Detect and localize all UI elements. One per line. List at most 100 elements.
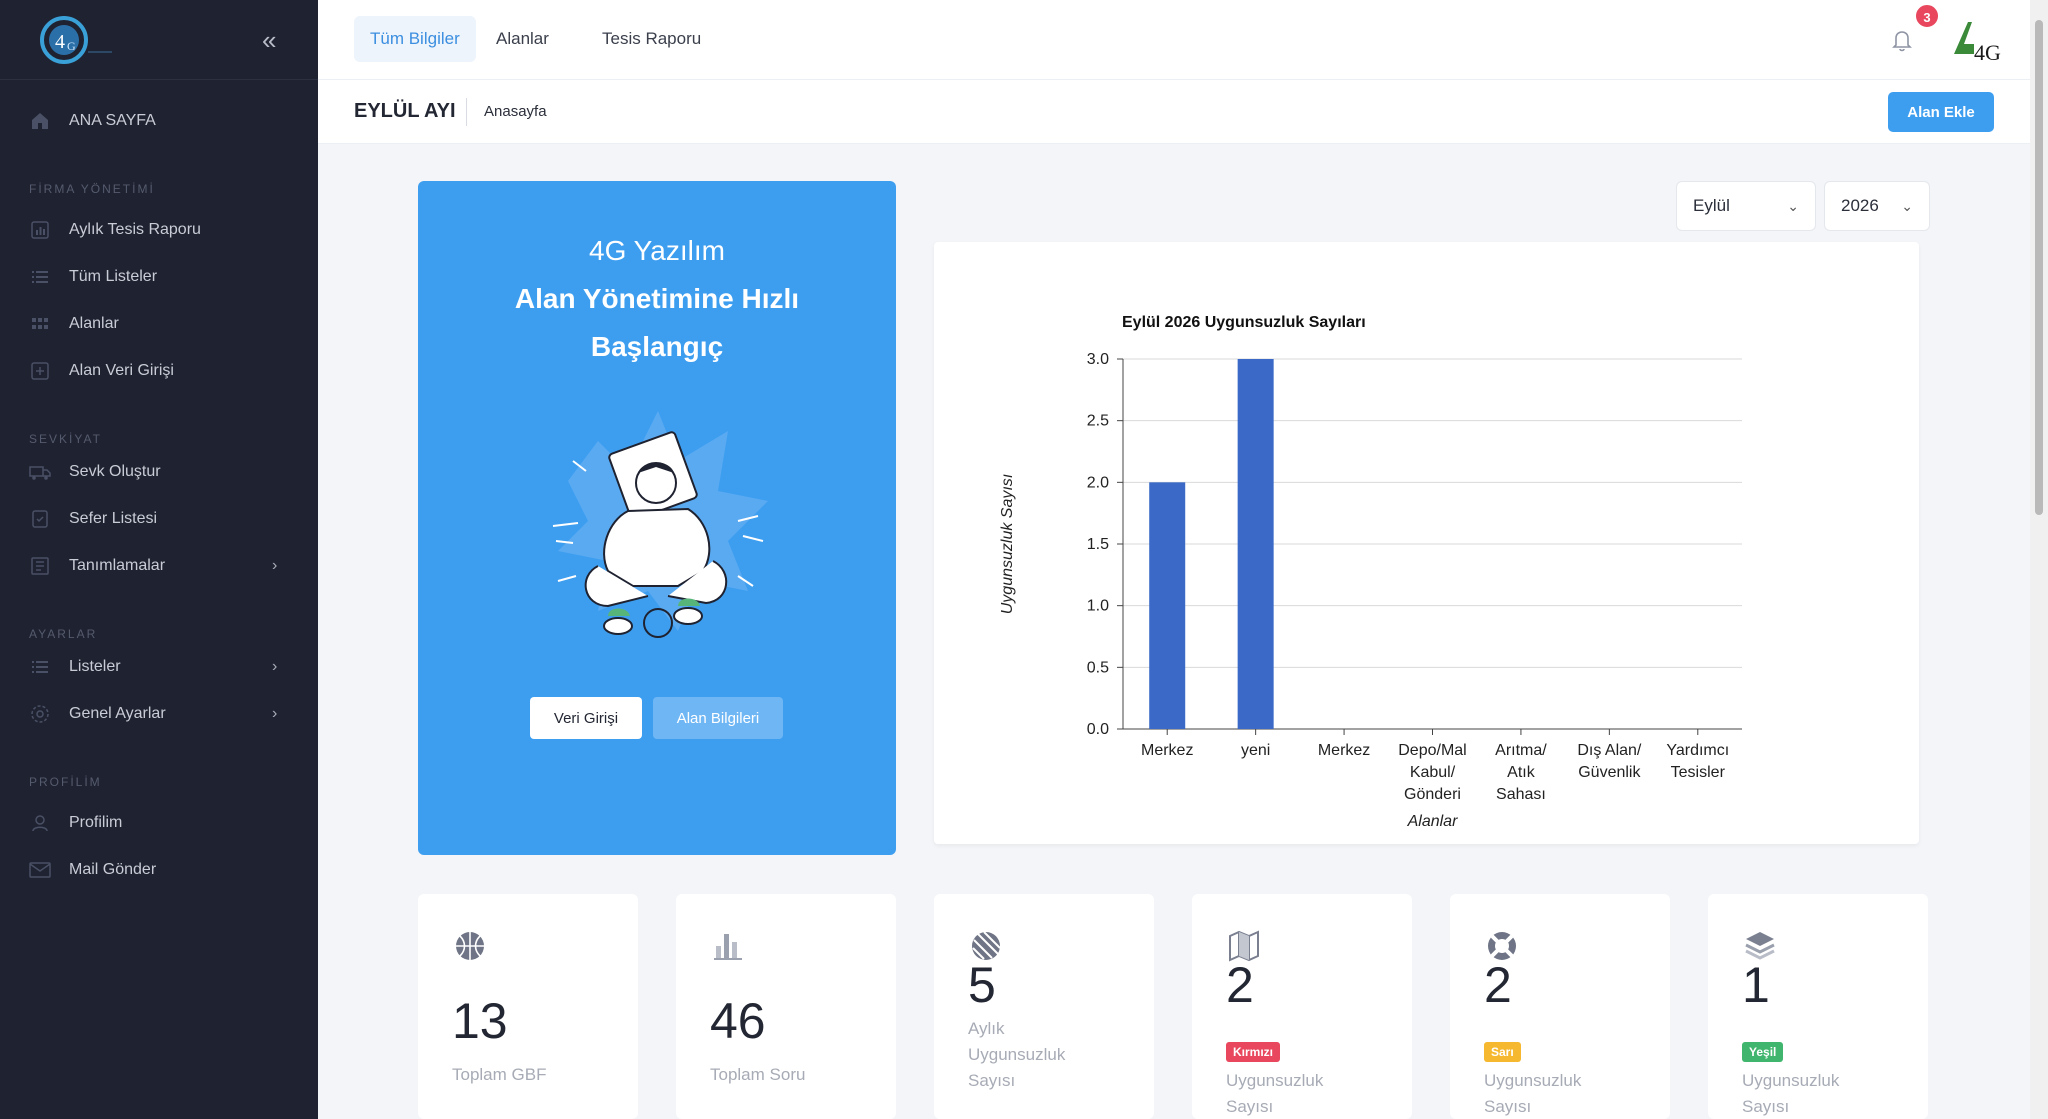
sidebar-item-label: Sevk Oluştur <box>69 463 161 480</box>
sidebar-item-label: Aylık Tesis Raporu <box>69 221 201 238</box>
layers-icon <box>1745 932 1775 960</box>
stat-card-total-gbf: 13 Toplam GBF <box>418 894 638 1119</box>
sidebar-item-create-shipment[interactable]: Sevk Oluştur <box>0 450 318 494</box>
status-badge-green: Yeşil <box>1742 1042 1784 1062</box>
svg-text:4G: 4G <box>1974 40 2001 65</box>
collapse-sidebar-icon[interactable]: « <box>262 25 277 55</box>
sidebar-header: 4 G « <box>0 0 318 80</box>
stat-value: 46 <box>710 993 766 1049</box>
y-tick-label: 1.0 <box>1087 598 1109 615</box>
x-tick-label: Depo/Mal Kabul/Gönderi <box>1398 742 1466 803</box>
stat-value: 2 <box>1484 957 1512 1013</box>
y-tick-label: 2.0 <box>1087 474 1109 491</box>
svg-text:4: 4 <box>55 31 65 53</box>
chevron-right-icon: › <box>272 557 278 574</box>
sidebar-item-profile[interactable]: Profilim <box>0 801 318 845</box>
stat-label: Sayısı <box>1226 1097 1274 1116</box>
map-icon <box>1229 930 1259 962</box>
user-avatar-logo[interactable]: 4G <box>1944 12 2004 68</box>
lifebuoy-icon <box>1488 932 1516 960</box>
area-info-button[interactable]: Alan Bilgileri <box>653 697 783 739</box>
tab-all-info[interactable]: Tüm Bilgiler <box>354 16 476 62</box>
svg-text:G: G <box>67 39 76 53</box>
sidebar-item-definitions[interactable]: Tanımlamalar › <box>0 544 318 588</box>
year-select-value: 2026 <box>1841 196 1879 215</box>
sidebar-item-general-settings[interactable]: Genel Ayarlar › <box>0 692 318 736</box>
x-tick-label: Merkez <box>1318 742 1370 759</box>
header-divider <box>466 98 467 126</box>
sidebar-item-label: ANA SAYFA <box>69 112 156 129</box>
sidebar-item-monthly-report[interactable]: Aylık Tesis Raporu <box>0 208 318 252</box>
sidebar-item-label: Tüm Listeler <box>69 268 158 285</box>
user-icon <box>28 811 52 835</box>
y-tick-label: 0.5 <box>1087 659 1109 676</box>
stat-value: 5 <box>968 957 996 1013</box>
truck-icon <box>28 460 52 484</box>
basketball-icon <box>456 932 484 960</box>
plus-square-icon <box>28 359 52 383</box>
stat-label: Sayısı <box>968 1071 1016 1090</box>
sidebar-item-all-lists[interactable]: Tüm Listeler <box>0 255 318 299</box>
stat-label: Toplam Soru <box>710 1065 806 1084</box>
stat-label: Sayısı <box>1484 1097 1532 1116</box>
y-axis-label: Uygunsuzluk Sayısı <box>999 474 1016 615</box>
tab-facility-report[interactable]: Tesis Raporu <box>602 29 702 48</box>
stat-card-yellow-nonconformity: 2 Sarı Uygunsuzluk Sayısı <box>1450 894 1670 1119</box>
sidebar-section-title: SEVKİYAT <box>29 432 102 446</box>
bar-chart-icon <box>714 934 742 960</box>
chevron-right-icon: › <box>272 705 278 722</box>
nonconformity-bar-chart: Eylül 2026 Uygunsuzluk Sayıları 0.0 0.5 1.0… <box>999 314 1742 830</box>
home-icon <box>28 109 52 133</box>
sidebar: 4 G « ANA SAYFA FİRMA YÖNETİMİ Aylık Tes… <box>0 0 318 1119</box>
list-icon <box>28 655 52 679</box>
stat-value: 1 <box>1742 957 1770 1013</box>
data-entry-button[interactable]: Veri Girişi <box>530 697 642 739</box>
month-select-value: Eylül <box>1693 196 1730 215</box>
gear-icon <box>28 702 52 726</box>
stat-label: Uygunsuzluk <box>1226 1071 1324 1090</box>
sidebar-item-label: Tanımlamalar <box>69 557 166 574</box>
stat-label: Aylık <box>968 1019 1005 1038</box>
y-tick-label: 0.0 <box>1087 721 1109 738</box>
page-scrollbar[interactable] <box>2030 0 2048 1119</box>
sidebar-item-areas[interactable]: Alanlar <box>0 302 318 346</box>
stat-label: Toplam GBF <box>452 1065 547 1084</box>
stat-card-red-nonconformity: 2 Kırmızı Uygunsuzluk Sayısı <box>1192 894 1412 1119</box>
y-tick-label: 2.5 <box>1087 413 1109 430</box>
sidebar-item-label: Genel Ayarlar <box>69 705 166 722</box>
sidebar-item-lists[interactable]: Listeler › <box>0 645 318 689</box>
scrollbar-thumb[interactable] <box>2035 20 2043 515</box>
welcome-illustration <box>552 411 768 638</box>
breadcrumb[interactable]: Anasayfa <box>484 103 547 120</box>
chart-icon <box>28 218 52 242</box>
document-icon <box>28 554 52 578</box>
welcome-title: 4G Yazılım <box>589 235 725 266</box>
stat-card-green-nonconformity: 1 Yeşil Uygunsuzluk Sayısı <box>1708 894 1928 1119</box>
chart-card: Eylül 2026 Uygunsuzluk Sayıları 0.0 0.5 1.0… <box>934 242 1919 844</box>
chevron-right-icon: › <box>272 658 278 675</box>
sidebar-section-title: FİRMA YÖNETİMİ <box>29 182 155 196</box>
sidebar-item-area-data-entry[interactable]: Alan Veri Girişi <box>0 349 318 393</box>
sidebar-section-title: AYARLAR <box>29 627 98 641</box>
y-tick-label: 1.5 <box>1087 536 1109 553</box>
sidebar-item-trip-list[interactable]: Sefer Listesi <box>0 497 318 541</box>
company-logo[interactable]: 4 G <box>36 12 116 68</box>
top-navigation: Tüm Bilgiler Alanlar Tesis Raporu 3 4G <box>318 0 2030 80</box>
add-area-button[interactable]: Alan Ekle <box>1888 92 1994 132</box>
bell-icon[interactable] <box>1888 26 1916 54</box>
x-tick-label: Yardımcı Tesisler <box>1666 742 1729 781</box>
chevron-down-icon: ⌄ <box>1901 198 1913 214</box>
sidebar-item-send-mail[interactable]: Mail Gönder <box>0 848 318 892</box>
stat-label: Sayısı <box>1742 1097 1790 1116</box>
stat-value: 13 <box>452 993 508 1049</box>
x-tick-label: yeni <box>1241 742 1270 759</box>
month-select[interactable]: Eylül ⌄ <box>1676 181 1816 231</box>
sidebar-item-home[interactable]: ANA SAYFA <box>0 99 318 143</box>
sidebar-section-title: PROFİLİM <box>29 775 102 789</box>
sidebar-item-label: Sefer Listesi <box>69 510 158 527</box>
year-select[interactable]: 2026 ⌄ <box>1824 181 1930 231</box>
tab-areas[interactable]: Alanlar <box>496 29 549 48</box>
list-icon <box>28 265 52 289</box>
sidebar-item-label: Alanlar <box>69 315 119 332</box>
clipboard-check-icon <box>28 507 52 531</box>
